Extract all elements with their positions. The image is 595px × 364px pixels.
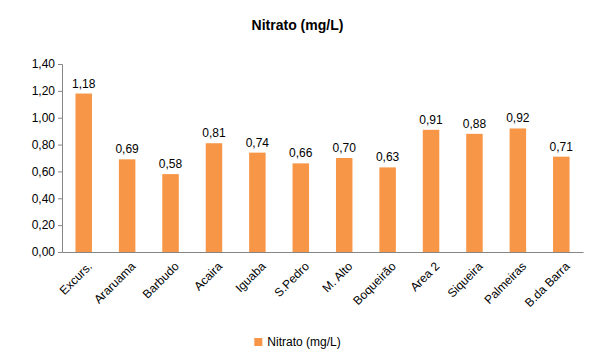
- legend-label: Nitrato (mg/L): [267, 335, 340, 349]
- y-tick-mark: [58, 171, 62, 172]
- bar: [336, 158, 352, 252]
- bar: [293, 163, 309, 252]
- y-tick-mark: [58, 145, 62, 146]
- data-label: 0,92: [506, 111, 530, 125]
- x-tick-label: Excurs.: [57, 259, 95, 297]
- x-tick: Barbudo: [140, 252, 182, 301]
- y-axis-line: [58, 65, 63, 253]
- x-axis: Excurs.AraruamaBarbudo AcairaIguabaS.Pedr…: [57, 252, 584, 310]
- y-tick-label: 0,20: [32, 218, 56, 232]
- x-tick-label: Area 2: [407, 259, 442, 294]
- data-label: 1,18: [72, 77, 96, 91]
- title: Nitrato (mg/L): [252, 17, 344, 33]
- data-labels: 1,18 0,69 0,58 0,81 0,74 0,66 0,70 0,63 0,91 0,88…: [72, 77, 573, 172]
- y-axis: 0,00 0,20 0,40 0,60 0,80 1,00 1,20 1,40: [32, 57, 63, 259]
- y-tick: 0,60: [32, 165, 62, 179]
- bar: [553, 157, 569, 252]
- y-tick: 0,80: [32, 138, 62, 152]
- bar: [379, 167, 395, 252]
- data-label: 0,81: [202, 126, 226, 140]
- y-tick-mark: [58, 225, 62, 226]
- x-tick: Araruama: [91, 252, 138, 306]
- x-tick: M. Alto: [320, 252, 356, 295]
- x-tick-label: Acaira: [191, 259, 225, 293]
- bar: [119, 159, 135, 252]
- bar: [206, 143, 222, 252]
- y-tick-label: 0,80: [32, 138, 56, 152]
- data-label: 0,91: [419, 113, 443, 127]
- data-label: 0,66: [289, 146, 313, 160]
- x-tick: Acaira: [191, 252, 225, 293]
- x-tick-label: Boqueirão: [350, 259, 399, 308]
- y-tick-label: 1,20: [32, 84, 56, 98]
- bar: [162, 174, 178, 252]
- x-tick-label: B.da Barra: [522, 259, 573, 310]
- y-tick-label: 0,00: [32, 245, 56, 259]
- data-label: 0,70: [333, 141, 357, 155]
- bar: [466, 134, 482, 252]
- y-tick-mark: [58, 91, 62, 92]
- x-tick: Area 2: [407, 252, 442, 294]
- x-tick-label: Barbudo: [140, 259, 182, 301]
- y-tick-mark: [58, 64, 62, 65]
- x-tick: Excurs.: [57, 252, 95, 298]
- x-tick: S.Pedro: [271, 252, 312, 300]
- y-tick: 1,20: [32, 84, 62, 98]
- y-tick-label: 1,40: [32, 57, 56, 71]
- legend-swatch: [254, 338, 262, 346]
- x-tick-label: Siqueira: [445, 259, 486, 300]
- data-label: 0,63: [376, 150, 400, 164]
- x-tick: Boqueirão: [350, 252, 399, 308]
- y-tick: 1,40: [32, 57, 62, 71]
- y-tick: 0,00: [32, 245, 62, 259]
- y-tick-label: 0,60: [32, 165, 56, 179]
- y-tick: 0,20: [32, 218, 62, 232]
- x-axis-line: [63, 252, 584, 253]
- bars: [75, 94, 569, 252]
- data-label: 0,58: [159, 157, 183, 171]
- bar: [510, 128, 526, 252]
- bar: [75, 94, 91, 252]
- y-tick: 1,00: [32, 111, 62, 125]
- x-tick: Siqueira: [445, 252, 486, 300]
- y-tick: 0,40: [32, 192, 62, 206]
- bar: [423, 130, 439, 252]
- x-tick-label: S.Pedro: [271, 259, 312, 300]
- x-tick: B.da Barra: [522, 252, 573, 310]
- chart: Nitrato (mg/L) 0,00 0,20 0,40 0,60 0,80 1,00 1,…: [0, 0, 595, 364]
- x-tick-label: Araruama: [91, 259, 138, 306]
- x-tick-label: M. Alto: [320, 259, 356, 295]
- y-tick-label: 1,00: [32, 111, 56, 125]
- data-label: 0,74: [246, 136, 270, 150]
- data-label: 0,88: [463, 117, 487, 131]
- x-tick: Iguaba: [233, 252, 269, 295]
- y-tick-label: 0,40: [32, 192, 56, 206]
- y-tick-mark: [58, 198, 62, 199]
- y-tick-mark: [58, 252, 62, 253]
- y-tick-mark: [58, 118, 62, 119]
- data-label: 0,69: [115, 142, 139, 156]
- x-tick-label: Iguaba: [233, 259, 269, 295]
- bar: [249, 153, 265, 252]
- data-label: 0,71: [550, 140, 574, 154]
- legend: Nitrato (mg/L): [254, 335, 340, 349]
